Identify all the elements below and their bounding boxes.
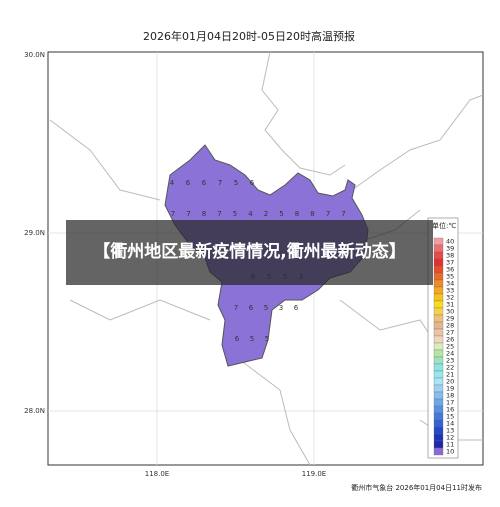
legend-label: 22 <box>446 364 454 372</box>
legend-swatch <box>433 405 444 414</box>
legend-swatch <box>433 258 444 267</box>
station-value: 2 <box>264 210 268 218</box>
legend-label: 34 <box>446 280 454 288</box>
legend-label: 10 <box>446 448 454 456</box>
legend-label: 17 <box>446 399 454 407</box>
legend-swatch <box>433 244 444 253</box>
legend-label: 36 <box>446 266 454 274</box>
legend-swatch <box>433 342 444 351</box>
legend-label: 28 <box>446 322 454 330</box>
legend-label: 16 <box>446 406 454 414</box>
legend-swatch <box>433 447 444 456</box>
legend-swatch <box>433 237 444 246</box>
legend-label: 19 <box>446 385 454 393</box>
legend-label: 29 <box>446 315 454 323</box>
legend-label: 12 <box>446 434 454 442</box>
legend-swatch <box>433 328 444 337</box>
legend-label: 37 <box>446 259 454 267</box>
legend-swatch <box>433 286 444 295</box>
legend-swatch <box>433 279 444 288</box>
station-value: 6 <box>235 335 240 343</box>
legend-label: 32 <box>446 294 454 302</box>
station-value: 5 <box>264 304 268 312</box>
legend-swatch <box>433 314 444 323</box>
legend-label: 20 <box>446 378 454 386</box>
legend-swatch <box>433 440 444 449</box>
legend-label: 24 <box>446 350 454 358</box>
legend-label: 25 <box>446 343 454 351</box>
station-value: 8 <box>202 210 206 218</box>
legend-label: 14 <box>446 420 454 428</box>
lat-label: 30.0N <box>24 51 45 59</box>
legend-swatch <box>433 356 444 365</box>
station-value: 5 <box>234 179 238 187</box>
legend-label: 33 <box>446 287 454 295</box>
legend-label: 26 <box>446 336 454 344</box>
station-value: 7 <box>171 210 175 218</box>
legend-swatch <box>433 384 444 393</box>
legend-title: 单位:℃ <box>432 221 456 230</box>
station-value: 6 <box>249 304 254 312</box>
station-value: 5 <box>250 335 254 343</box>
lat-label: 28.0N <box>24 407 45 415</box>
legend-swatch <box>433 349 444 358</box>
legend-swatch <box>433 335 444 344</box>
legend-swatch <box>433 300 444 309</box>
legend-label: 11 <box>446 441 454 449</box>
station-value: 7 <box>326 210 330 218</box>
legend-label: 27 <box>446 329 454 337</box>
legend-swatch <box>433 398 444 407</box>
station-value: 6 <box>202 179 207 187</box>
lon-label: 119.0E <box>302 470 326 478</box>
station-value: 8 <box>295 210 299 218</box>
legend-swatch <box>433 412 444 421</box>
legend-label: 30 <box>446 308 454 316</box>
station-value: 7 <box>186 210 190 218</box>
station-value: 6 <box>294 304 299 312</box>
legend-swatch <box>433 377 444 386</box>
map-title: 2026年01月04日20时-05日20时高温预报 <box>143 29 355 43</box>
station-value: 7 <box>218 179 222 187</box>
legend-label: 40 <box>446 238 454 246</box>
station-value: 5 <box>265 335 269 343</box>
station-value: 5 <box>233 210 237 218</box>
legend-swatch <box>433 419 444 428</box>
banner: 【衢州地区最新疫情情况,衢州最新动态】 <box>66 220 433 285</box>
legend-swatch <box>433 251 444 260</box>
station-value: 4 <box>248 210 253 218</box>
station-value: 8 <box>310 210 314 218</box>
legend-swatch <box>433 307 444 316</box>
station-value: 5 <box>279 210 283 218</box>
station-value: 7 <box>217 210 221 218</box>
legend-swatch <box>433 293 444 302</box>
station-value: 7 <box>234 304 238 312</box>
legend-label: 39 <box>446 245 454 253</box>
legend-swatch <box>433 272 444 281</box>
station-value: 3 <box>279 304 283 312</box>
legend-swatch <box>433 426 444 435</box>
station-value: 7 <box>341 210 345 218</box>
legend-label: 38 <box>446 252 454 260</box>
legend-label: 31 <box>446 301 454 309</box>
station-value: 6 <box>250 179 255 187</box>
station-value: 6 <box>186 179 191 187</box>
legend-label: 15 <box>446 413 454 421</box>
legend-label: 35 <box>446 273 454 281</box>
legend-swatch <box>433 265 444 274</box>
legend-swatch <box>433 433 444 442</box>
legend-swatch <box>433 370 444 379</box>
lat-label: 29.0N <box>24 229 45 237</box>
legend-swatch <box>433 363 444 372</box>
legend-swatch <box>433 321 444 330</box>
lon-label: 118.0E <box>145 470 169 478</box>
legend-label: 21 <box>446 371 454 379</box>
legend-label: 23 <box>446 357 454 365</box>
station-value: 4 <box>170 179 175 187</box>
footer: 衢州市气象台 2026年01月04日11时发布 <box>351 483 482 492</box>
legend-label: 13 <box>446 427 454 435</box>
legend-label: 18 <box>446 392 454 400</box>
legend-swatch <box>433 391 444 400</box>
